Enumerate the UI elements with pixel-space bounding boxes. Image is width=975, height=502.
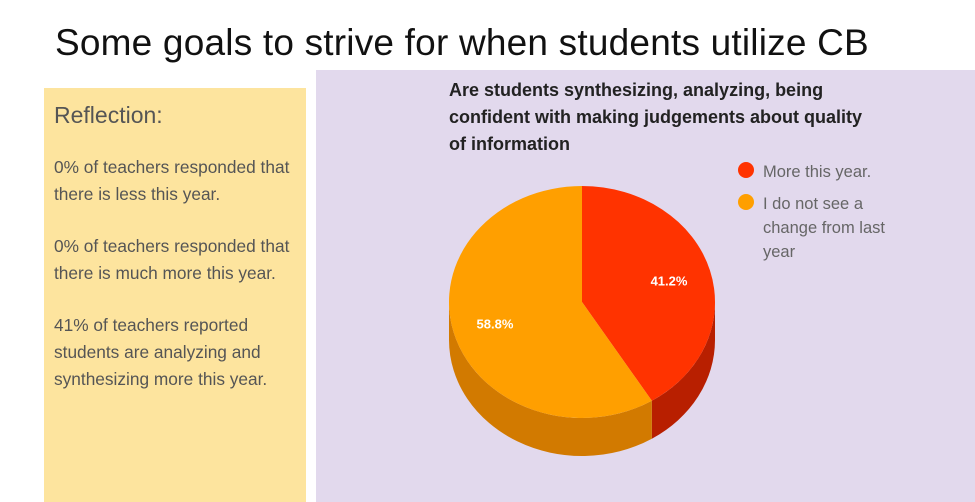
chart-panel: Are students synthesizing, analyzing, be… <box>316 70 975 502</box>
pie-data-label-more-this-year: 41.2% <box>651 273 688 288</box>
reflection-item-much-more: 0% of teachers responded that there is m… <box>54 236 290 283</box>
legend-swatch <box>738 194 754 210</box>
legend-swatch <box>738 162 754 178</box>
reflection-heading: Reflection: <box>54 102 163 128</box>
pie-side-more-this-year <box>651 302 715 439</box>
pie-side-i-do-not-see-a-change-from-last-year <box>449 302 652 456</box>
pie-slice-more-this-year <box>582 186 716 401</box>
legend-item-more-this-year: More this year. <box>738 160 908 184</box>
pie-slice-i-do-not-see-a-change-from-last-year <box>449 186 652 418</box>
pie-data-label-i-do-not-see-a-change-from-last-year: 58.8% <box>477 317 514 332</box>
legend-label: I do not see a change from last year <box>763 195 885 261</box>
reflection-item-less: 0% of teachers responded that there is l… <box>54 157 290 204</box>
reflection-item-analyzing: 41% of teachers reported students are an… <box>54 315 268 389</box>
legend-item-i-do-not-see-a-change-from-last-year: I do not see a change from last year <box>738 192 908 264</box>
reflection-list: 0% of teachers responded that there is l… <box>54 154 299 418</box>
pie-chart: 41.2% 58.8% <box>449 186 716 456</box>
reflection-panel: Reflection: 0% of teachers responded tha… <box>44 88 306 502</box>
legend-label: More this year. <box>763 163 872 181</box>
slide-title: Some goals to strive for when students u… <box>55 22 869 63</box>
chart-title: Are students synthesizing, analyzing, be… <box>449 80 863 154</box>
chart-legend: More this year. I do not see a change fro… <box>738 160 908 272</box>
